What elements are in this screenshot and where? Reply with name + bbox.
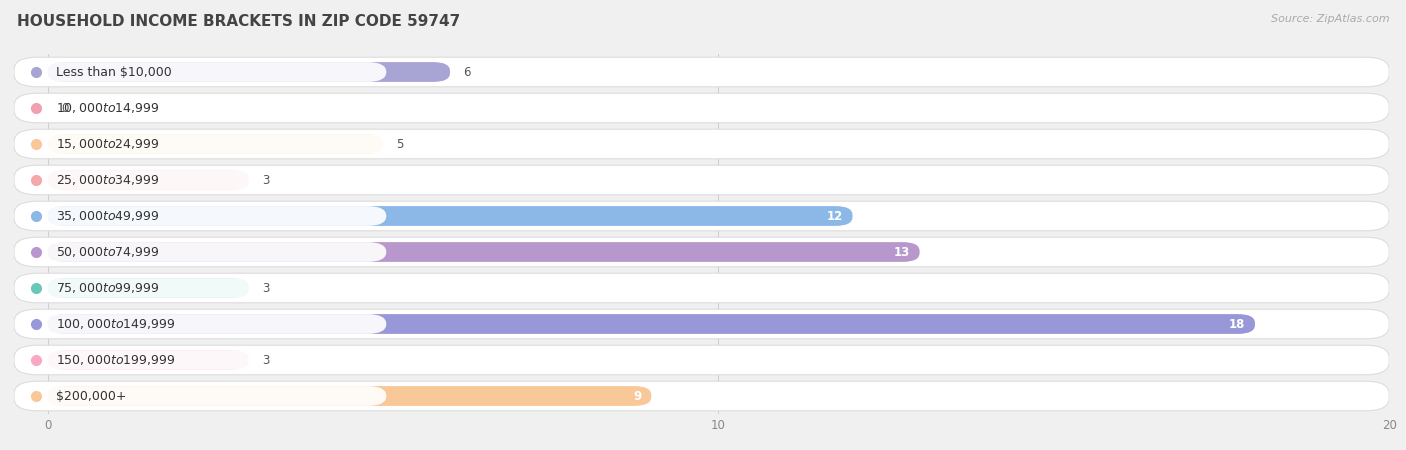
FancyBboxPatch shape <box>14 93 1389 123</box>
Text: Source: ZipAtlas.com: Source: ZipAtlas.com <box>1271 14 1389 23</box>
FancyBboxPatch shape <box>17 62 387 82</box>
FancyBboxPatch shape <box>14 309 1389 339</box>
Text: 3: 3 <box>263 282 270 294</box>
Text: Less than $10,000: Less than $10,000 <box>56 66 172 78</box>
FancyBboxPatch shape <box>17 350 387 370</box>
Text: $10,000 to $14,999: $10,000 to $14,999 <box>56 101 160 115</box>
Text: 18: 18 <box>1229 318 1244 330</box>
Text: 5: 5 <box>396 138 404 150</box>
Text: $35,000 to $49,999: $35,000 to $49,999 <box>56 209 160 223</box>
Text: 0: 0 <box>60 102 69 114</box>
FancyBboxPatch shape <box>48 314 1256 334</box>
FancyBboxPatch shape <box>17 314 387 334</box>
FancyBboxPatch shape <box>14 201 1389 231</box>
FancyBboxPatch shape <box>14 345 1389 375</box>
FancyBboxPatch shape <box>14 273 1389 303</box>
Text: 13: 13 <box>893 246 910 258</box>
Text: $50,000 to $74,999: $50,000 to $74,999 <box>56 245 160 259</box>
FancyBboxPatch shape <box>17 278 387 298</box>
FancyBboxPatch shape <box>14 129 1389 159</box>
FancyBboxPatch shape <box>14 237 1389 267</box>
Text: $25,000 to $34,999: $25,000 to $34,999 <box>56 173 160 187</box>
Text: HOUSEHOLD INCOME BRACKETS IN ZIP CODE 59747: HOUSEHOLD INCOME BRACKETS IN ZIP CODE 59… <box>17 14 460 28</box>
FancyBboxPatch shape <box>48 278 249 298</box>
FancyBboxPatch shape <box>14 57 1389 87</box>
FancyBboxPatch shape <box>48 62 450 82</box>
Text: $150,000 to $199,999: $150,000 to $199,999 <box>56 353 176 367</box>
FancyBboxPatch shape <box>48 386 651 406</box>
Text: $100,000 to $149,999: $100,000 to $149,999 <box>56 317 176 331</box>
FancyBboxPatch shape <box>48 134 382 154</box>
Text: 3: 3 <box>263 354 270 366</box>
FancyBboxPatch shape <box>48 206 852 226</box>
FancyBboxPatch shape <box>17 134 387 154</box>
Text: 9: 9 <box>633 390 641 402</box>
FancyBboxPatch shape <box>48 242 920 262</box>
Text: 3: 3 <box>263 174 270 186</box>
Text: $15,000 to $24,999: $15,000 to $24,999 <box>56 137 160 151</box>
FancyBboxPatch shape <box>14 165 1389 195</box>
FancyBboxPatch shape <box>17 170 387 190</box>
FancyBboxPatch shape <box>17 242 387 262</box>
FancyBboxPatch shape <box>17 206 387 226</box>
Text: $75,000 to $99,999: $75,000 to $99,999 <box>56 281 160 295</box>
FancyBboxPatch shape <box>48 350 249 370</box>
Text: 6: 6 <box>464 66 471 78</box>
FancyBboxPatch shape <box>17 386 387 406</box>
FancyBboxPatch shape <box>17 98 387 118</box>
FancyBboxPatch shape <box>14 381 1389 411</box>
FancyBboxPatch shape <box>48 170 249 190</box>
Text: 12: 12 <box>827 210 842 222</box>
Text: $200,000+: $200,000+ <box>56 390 127 402</box>
